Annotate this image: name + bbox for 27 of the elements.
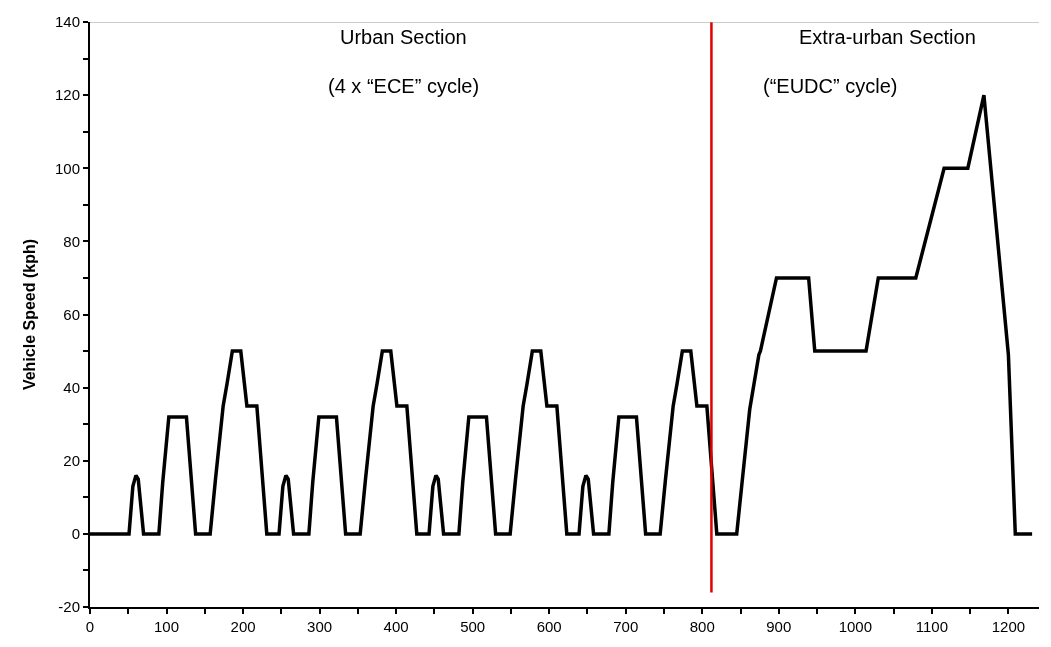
x-tick-label: 0 [85, 618, 95, 635]
annotation: Extra-urban Section [799, 26, 976, 48]
x-tick-label: 600 [536, 618, 562, 635]
x-tick-label: 100 [154, 618, 180, 635]
x-tick-label: 500 [460, 618, 486, 635]
x-tick-label: 400 [383, 618, 409, 635]
x-tick-label: 1100 [915, 618, 948, 635]
y-tick-label: 80 [63, 232, 80, 250]
y-tick-label: 0 [71, 525, 80, 543]
x-tick-label: 300 [307, 618, 333, 635]
y-tick-label: 60 [63, 305, 80, 323]
y-tick-label: 20 [63, 452, 80, 469]
y-axis-title: Vehicle Speed (kph) [21, 238, 39, 391]
annotation: (4 x “ECE” cycle) [328, 75, 480, 97]
x-tick-label: 200 [230, 618, 256, 635]
x-tick-label: 1000 [838, 618, 873, 635]
y-tick-label: -20 [58, 598, 80, 616]
annotation: Urban Section [340, 26, 467, 48]
y-tick-label: 40 [63, 378, 80, 396]
annotation: (“EUDC” cycle) [763, 75, 898, 97]
x-tick-label: 1200 [991, 618, 1026, 635]
y-tick-label: 120 [54, 86, 80, 104]
x-tick-label: 800 [689, 618, 715, 635]
x-tick-label: 900 [766, 618, 792, 635]
x-tick-label: 700 [613, 618, 639, 635]
y-tick-label: 100 [54, 159, 80, 177]
y-tick-label: 140 [54, 13, 80, 31]
